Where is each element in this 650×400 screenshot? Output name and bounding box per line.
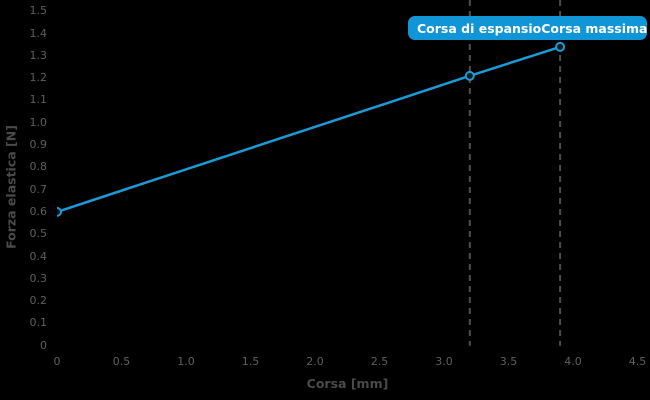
y-tick-label: 0.3 [29, 271, 48, 285]
y-tick-label: 1.0 [29, 115, 48, 129]
y-tick-label: 1.4 [29, 26, 48, 40]
tooltip-label-expansion-stroke: Corsa di espansio [417, 20, 542, 36]
x-tick-label: 0.5 [112, 355, 131, 368]
y-tick-label: 0 [40, 338, 47, 352]
y-tick-label: 1.1 [29, 93, 48, 107]
y-tick-label: 0.5 [29, 227, 48, 241]
data-point-marker[interactable] [555, 41, 566, 52]
x-tick-label: 2.0 [306, 355, 324, 368]
tooltip-label-max-stroke: Corsa massima [541, 20, 648, 36]
y-tick-label: 0.8 [29, 160, 48, 174]
y-tick-label: 0.9 [29, 138, 48, 151]
x-tick-label: 1.0 [177, 355, 195, 368]
y-tick-label: 0.1 [29, 316, 48, 330]
y-axis-title: Forza elastica [N] [3, 125, 19, 249]
x-tick-label: 1.5 [241, 355, 260, 368]
y-tick-label: 0.6 [29, 204, 48, 218]
x-axis-title: Corsa [mm] [306, 376, 389, 391]
data-point-marker[interactable] [53, 206, 62, 217]
x-tick-label: 4.5 [628, 355, 647, 368]
y-tick-label: 1.5 [29, 4, 48, 18]
force-line [57, 45, 562, 214]
x-tick-label: 0 [53, 355, 61, 368]
y-tick-label: 0.2 [29, 294, 48, 308]
data-point-marker[interactable] [464, 70, 475, 81]
x-tick-label: 2.5 [370, 355, 389, 368]
x-tick-label: 3.5 [499, 355, 518, 368]
y-tick-label: 1.2 [29, 71, 48, 85]
x-tick-label: 3.0 [435, 355, 453, 368]
y-tick-label: 0.4 [29, 249, 48, 263]
x-tick-label: 4.0 [564, 355, 582, 368]
force-series [53, 41, 566, 217]
y-tick-label: 1.3 [29, 48, 48, 62]
y-tick-label: 0.7 [29, 182, 48, 196]
annotation-tooltip: Corsa di espansio Corsa massima [408, 16, 648, 40]
